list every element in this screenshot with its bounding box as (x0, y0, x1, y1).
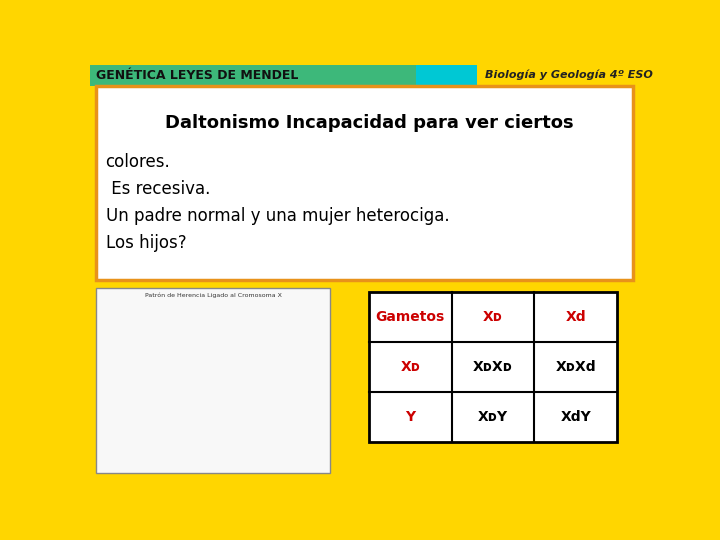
Text: Y: Y (405, 410, 415, 424)
Bar (96, 288, 330, 473)
Text: Gametos: Gametos (376, 310, 445, 324)
Bar (369, 292, 617, 442)
Text: colores.: colores. (106, 153, 170, 171)
Bar (90, 65, 415, 85)
Text: Biología y Geología 4º ESO: Biología y Geología 4º ESO (485, 70, 653, 80)
Text: XdY: XdY (560, 410, 591, 424)
Text: Daltonismo Incapacidad para ver ciertos: Daltonismo Incapacidad para ver ciertos (165, 113, 573, 132)
Text: Xᴅ: Xᴅ (400, 360, 420, 374)
Bar (415, 65, 477, 85)
Text: Xᴅ: Xᴅ (483, 310, 503, 324)
Bar (477, 65, 648, 85)
Text: XᴅXd: XᴅXd (555, 360, 596, 374)
Text: Xd: Xd (565, 310, 586, 324)
Text: GENÉTICA LEYES DE MENDEL: GENÉTICA LEYES DE MENDEL (96, 69, 299, 82)
Bar (96, 85, 632, 280)
Text: Un padre normal y una mujer heterociga.: Un padre normal y una mujer heterociga. (106, 207, 449, 225)
Text: Los hijos?: Los hijos? (106, 234, 186, 252)
Bar (369, 292, 617, 442)
Text: Patrón de Herencia Ligado al Cromosoma X: Patrón de Herencia Ligado al Cromosoma X (145, 292, 282, 298)
Text: Es recesiva.: Es recesiva. (106, 180, 210, 198)
Text: XᴅXᴅ: XᴅXᴅ (473, 360, 513, 374)
Text: XᴅY: XᴅY (478, 410, 508, 424)
